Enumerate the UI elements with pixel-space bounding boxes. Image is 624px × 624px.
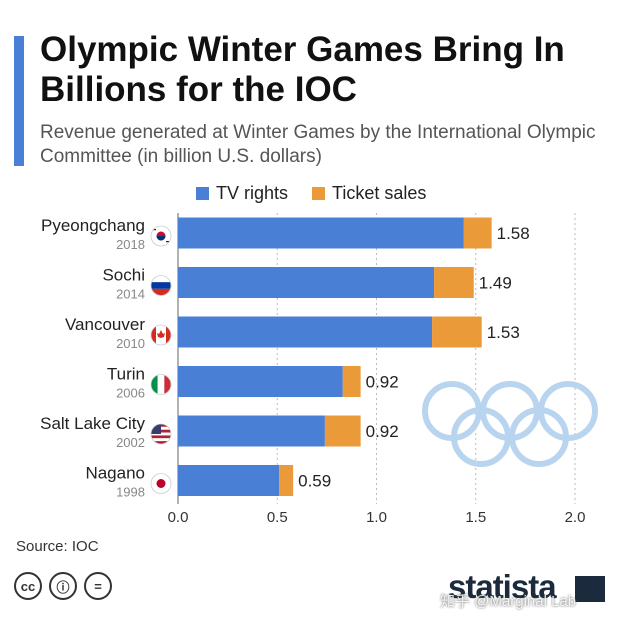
- legend-item-ticket: Ticket sales: [312, 183, 426, 204]
- category-label: Vancouver: [65, 315, 145, 334]
- data-label: 0.59: [298, 472, 331, 491]
- olympic-rings-icon: [422, 381, 598, 467]
- legend-swatch-ticket: [312, 187, 325, 200]
- category-label: Sochi: [102, 266, 145, 285]
- cc-icon[interactable]: cc: [14, 572, 42, 600]
- bar-tv-rights: [178, 366, 343, 397]
- watermark: 知乎 @Marginal Lab: [440, 593, 577, 610]
- x-tick-label: 1.0: [366, 509, 387, 526]
- bar-tv-rights: [178, 415, 325, 447]
- russia-flag-icon: [150, 275, 172, 296]
- chart-title: Olympic Winter Games Bring In Billions f…: [40, 30, 565, 109]
- canada-flag-icon: [150, 324, 172, 346]
- japan-flag-icon: [150, 473, 172, 494]
- bar-tv-rights: [178, 465, 280, 496]
- chart-subtitle: Revenue generated at Winter Games by the…: [40, 122, 596, 167]
- category-year: 1998: [116, 485, 145, 500]
- data-label: 0.92: [366, 373, 399, 392]
- usa-flag-icon: [150, 423, 172, 445]
- legend-item-tv: TV rights: [196, 183, 288, 204]
- legend-label-ticket: Ticket sales: [332, 183, 427, 203]
- data-label: 0.92: [366, 422, 399, 441]
- legend-label-tv: TV rights: [216, 183, 289, 203]
- x-tick-label: 0.0: [168, 509, 189, 526]
- category-year: 2002: [116, 435, 145, 450]
- by-icon[interactable]: ⓘ: [49, 572, 77, 600]
- category-year: 2018: [116, 237, 145, 252]
- data-label: 1.53: [487, 323, 520, 342]
- category-label: Pyeongchang: [41, 216, 145, 235]
- italy-flag-icon: [150, 374, 172, 395]
- accent-bar: [14, 36, 24, 166]
- data-label: 1.58: [497, 224, 530, 243]
- legend: TV rights Ticket sales: [0, 183, 624, 205]
- bar-tv-rights: [178, 217, 464, 249]
- statista-logo-mark-icon: [575, 576, 605, 602]
- bar-tv-rights: [178, 316, 433, 348]
- category-year: 2014: [116, 287, 145, 302]
- license-icons: cc ⓘ =: [14, 572, 112, 600]
- category-year: 2010: [116, 336, 145, 351]
- revenue-bar-chart: 0.0 0.5 1.0 1.5 2.0 1.58 Pyeongchang 2018 1.49 So…: [40, 213, 598, 526]
- nd-icon[interactable]: =: [84, 572, 112, 600]
- legend-swatch-tv: [196, 187, 209, 200]
- south-korea-flag-icon: [150, 225, 172, 247]
- bar-ticket-sales: [279, 465, 294, 496]
- bar-tv-rights: [178, 267, 435, 298]
- bar-ticket-sales: [432, 316, 482, 348]
- data-label: 1.49: [479, 274, 512, 293]
- bar-ticket-sales: [434, 267, 474, 298]
- bar-ticket-sales: [324, 415, 361, 447]
- x-tick-label: 1.5: [465, 509, 486, 526]
- category-label: Turin: [107, 365, 145, 384]
- x-tick-label: 2.0: [565, 509, 586, 526]
- category-year: 2006: [116, 386, 145, 401]
- bar-ticket-sales: [463, 217, 492, 249]
- bar-ticket-sales: [342, 366, 361, 397]
- category-label: Salt Lake City: [40, 414, 145, 433]
- source-note: Source: IOC: [16, 538, 99, 555]
- statista-logo[interactable]: statista: [448, 568, 557, 605]
- category-label: Nagano: [85, 464, 145, 483]
- x-tick-label: 0.5: [267, 509, 288, 526]
